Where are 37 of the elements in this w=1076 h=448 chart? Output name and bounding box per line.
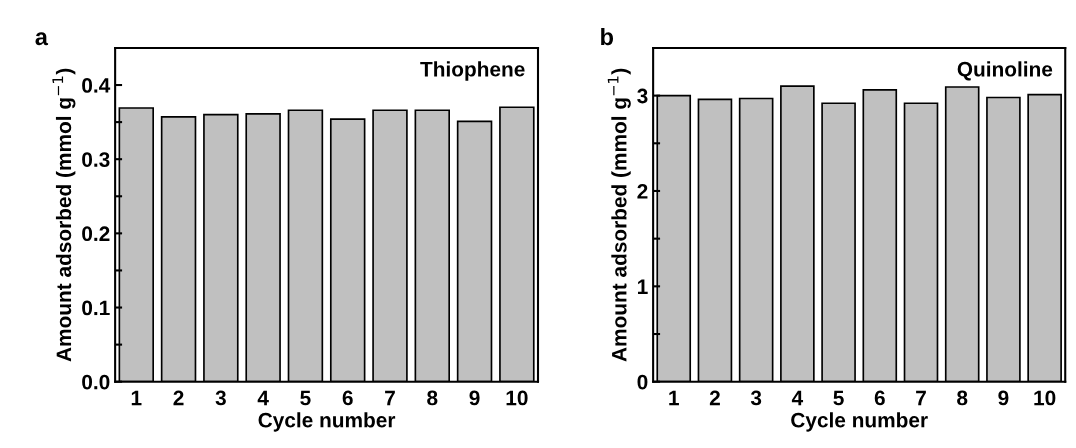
x-tick-label: 10 [1034, 390, 1056, 406]
x-tick-label: 3 [750, 390, 762, 406]
y-tick-label: 1 [638, 279, 648, 294]
x-tick-label: 2 [173, 390, 184, 406]
x-tick-label: 5 [833, 390, 844, 406]
x-axis-title: Cycle number [258, 412, 396, 432]
x-tick-label: 8 [957, 390, 968, 406]
x-tick-label: 9 [998, 390, 1009, 406]
x-tick-label: 6 [874, 390, 885, 406]
x-tick-label: 7 [916, 390, 926, 406]
x-tick-label: 7 [385, 390, 395, 406]
x-tick-label: 4 [257, 390, 269, 406]
x-tick-label: 3 [215, 390, 226, 406]
y-tick-label: 0.4 [82, 78, 111, 93]
annotation: Quinoline [957, 61, 1053, 81]
chart-title: b [601, 27, 614, 46]
y-tick-label: 0.1 [82, 300, 110, 316]
x-tick-label: 4 [791, 390, 804, 406]
y-tick-label: 0.2 [82, 226, 110, 242]
x-tick-label: 8 [427, 390, 438, 406]
x-tick-label: 2 [709, 390, 720, 406]
y-tick-label: 3 [637, 88, 648, 104]
x-tick-label: 1 [669, 390, 679, 406]
x-tick-label: 6 [342, 390, 353, 406]
annotation: Thiophene [420, 61, 525, 81]
y-tick-label: 0 [637, 374, 648, 390]
x-tick-label: 10 [506, 390, 528, 406]
y-tick-label: 0.3 [82, 152, 110, 167]
x-tick-label: 1 [131, 390, 142, 406]
y-axis-title: Amount adsorbed (mmol g$^{−1}$) [52, 68, 76, 362]
y-tick-label: 0.0 [82, 374, 110, 390]
y-axis-title: Amount adsorbed (mmol g$^{−1}$) [607, 68, 631, 362]
x-tick-label: 5 [300, 390, 311, 406]
chart-title: a [35, 32, 49, 46]
x-tick-label: 9 [469, 390, 480, 406]
y-tick-label: 2 [637, 183, 648, 199]
x-axis-title: Cycle number [791, 412, 928, 432]
